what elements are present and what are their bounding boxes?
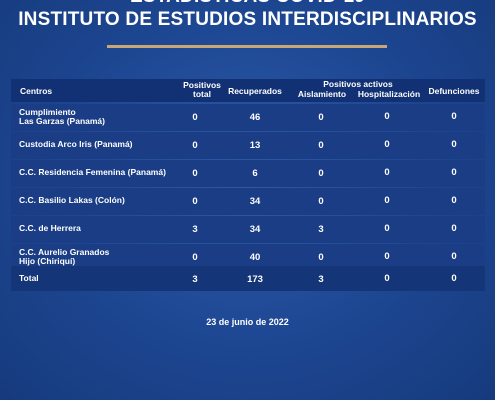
hospitalizacion-value: 0 — [384, 111, 390, 122]
total-hospitalizacion-value: 0 — [384, 273, 390, 284]
positivos-total-value: 0 — [192, 168, 198, 179]
header-centros: Centros — [20, 86, 53, 96]
center-name: C.C. Aurelio Granados Hijo (Chiriquí) — [19, 248, 194, 266]
page-title-line-2: INSTITUTO DE ESTUDIOS INTERDISCIPLINARIO… — [18, 9, 477, 30]
aislamiento-value: 0 — [318, 252, 324, 263]
defunciones-value: 0 — [451, 111, 457, 122]
hospitalizacion-value: 0 — [384, 251, 390, 262]
center-name-line-2: Hijo (Chiriquí) — [19, 256, 76, 266]
recuperados-value: 34 — [249, 196, 261, 207]
aislamiento-value: 0 — [318, 140, 324, 151]
positivos-total-value: 0 — [192, 140, 198, 151]
defunciones-value: 0 — [451, 251, 457, 262]
table-row: Cumplimiento Las Garzas (Panamá) 0 46 0 … — [11, 104, 485, 131]
hospitalizacion-value: 0 — [384, 167, 390, 178]
recuperados-value: 6 — [252, 168, 258, 179]
recuperados-value: 46 — [249, 112, 261, 123]
page-title-line-1: ESTADÍSTICAS COVID-19 — [0, 0, 495, 8]
header-positivos-activos: Positivos activos — [323, 79, 393, 89]
center-name: C.C. Basilio Lakas (Colón) — [19, 195, 125, 205]
statistics-table: Centros Positivos total Recuperados Posi… — [11, 79, 485, 291]
hospitalizacion-value: 0 — [384, 223, 390, 234]
hospitalizacion-value: 0 — [384, 139, 390, 150]
positivos-total-value: 0 — [192, 196, 198, 207]
total-recuperados-value: 173 — [247, 274, 263, 285]
total-positivos-total-value: 3 — [192, 274, 198, 285]
table-row: Custodia Arco Iris (Panamá) 0 13 0 0 0 — [11, 132, 485, 159]
header-aislamiento: Aislamiento — [297, 89, 347, 99]
aislamiento-value: 0 — [318, 112, 324, 123]
defunciones-value: 0 — [451, 139, 457, 150]
table-row: C.C. de Herrera 3 34 3 0 0 — [11, 216, 485, 243]
table-header-row: Centros Positivos total Recuperados Posi… — [11, 79, 485, 102]
table-total-row: Total 3 173 3 0 0 — [11, 266, 485, 291]
header-positivos-total: Positivos total — [174, 81, 230, 99]
recuperados-value: 34 — [249, 224, 261, 235]
aislamiento-value: 3 — [318, 224, 324, 235]
center-name: Cumplimiento Las Garzas (Panamá) — [19, 108, 194, 126]
center-name: C.C. Residencia Femenina (Panamá) — [19, 167, 166, 177]
table-row: C.C. Residencia Femenina (Panamá) 0 6 0 … — [11, 160, 485, 187]
aislamiento-value: 0 — [318, 168, 324, 179]
positivos-total-value: 0 — [192, 112, 198, 123]
header-recuperados: Recuperados — [228, 86, 282, 96]
hospitalizacion-value: 0 — [384, 195, 390, 206]
positivos-total-value: 3 — [192, 224, 198, 235]
defunciones-value: 0 — [451, 195, 457, 206]
center-name: Custodia Arco Iris (Panamá) — [19, 139, 133, 149]
center-name-line-1: C.C. Aurelio Granados — [19, 247, 110, 257]
defunciones-value: 0 — [451, 223, 457, 234]
center-name: C.C. de Herrera — [19, 223, 81, 233]
header-defunciones: Defunciones — [428, 86, 480, 96]
positivos-total-value: 0 — [192, 252, 198, 263]
aislamiento-value: 0 — [318, 196, 324, 207]
defunciones-value: 0 — [451, 167, 457, 178]
header-positivos-total-line-2: total — [193, 89, 211, 99]
table-row: C.C. Basilio Lakas (Colón) 0 34 0 0 0 — [11, 188, 485, 215]
total-aislamiento-value: 3 — [318, 274, 324, 285]
header-positivos-total-line-1: Positivos — [183, 80, 221, 90]
center-name-line-1: Cumplimiento — [19, 107, 76, 117]
header-hospitalizacion: Hospitalización — [357, 89, 421, 99]
recuperados-value: 40 — [249, 252, 261, 263]
center-name-line-2: Las Garzas (Panamá) — [19, 116, 105, 126]
total-label: Total — [19, 273, 39, 283]
title-divider — [107, 45, 387, 48]
total-defunciones-value: 0 — [451, 273, 457, 284]
recuperados-value: 13 — [249, 140, 261, 151]
report-date: 23 de junio de 2022 — [206, 317, 289, 327]
